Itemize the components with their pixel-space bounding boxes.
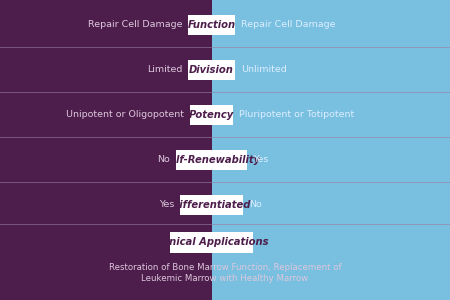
FancyBboxPatch shape	[188, 15, 235, 35]
Text: Pluripotent or Totipotent: Pluripotent or Totipotent	[239, 110, 355, 119]
Text: Limited: Limited	[147, 65, 182, 74]
Text: Division: Division	[189, 65, 234, 75]
Text: Self-Renewability: Self-Renewability	[162, 155, 261, 165]
Text: Function: Function	[188, 20, 235, 30]
Text: Clinical Applications: Clinical Applications	[155, 237, 268, 248]
Text: Unipotent or Oligopotent: Unipotent or Oligopotent	[66, 110, 184, 119]
Text: Repair Cell Damage: Repair Cell Damage	[241, 20, 335, 29]
Bar	[0, 0, 212, 300]
FancyBboxPatch shape	[176, 150, 248, 170]
Text: No: No	[249, 200, 262, 209]
Text: Yes: Yes	[158, 200, 174, 209]
FancyBboxPatch shape	[188, 60, 235, 80]
Text: Repair Cell Damage: Repair Cell Damage	[88, 20, 182, 29]
FancyBboxPatch shape	[180, 195, 243, 215]
Text: Unlimited: Unlimited	[241, 65, 286, 74]
Bar	[212, 0, 450, 300]
Text: Differentiated: Differentiated	[172, 200, 251, 210]
FancyBboxPatch shape	[189, 105, 234, 125]
Text: Restoration of Bone Marrow Function, Replacement of
Leukemic Marrow with Healthy: Restoration of Bone Marrow Function, Rep…	[109, 263, 341, 283]
Text: Yes: Yes	[253, 155, 269, 164]
FancyBboxPatch shape	[170, 232, 253, 253]
Text: No: No	[157, 155, 170, 164]
Text: Potency: Potency	[189, 110, 234, 120]
